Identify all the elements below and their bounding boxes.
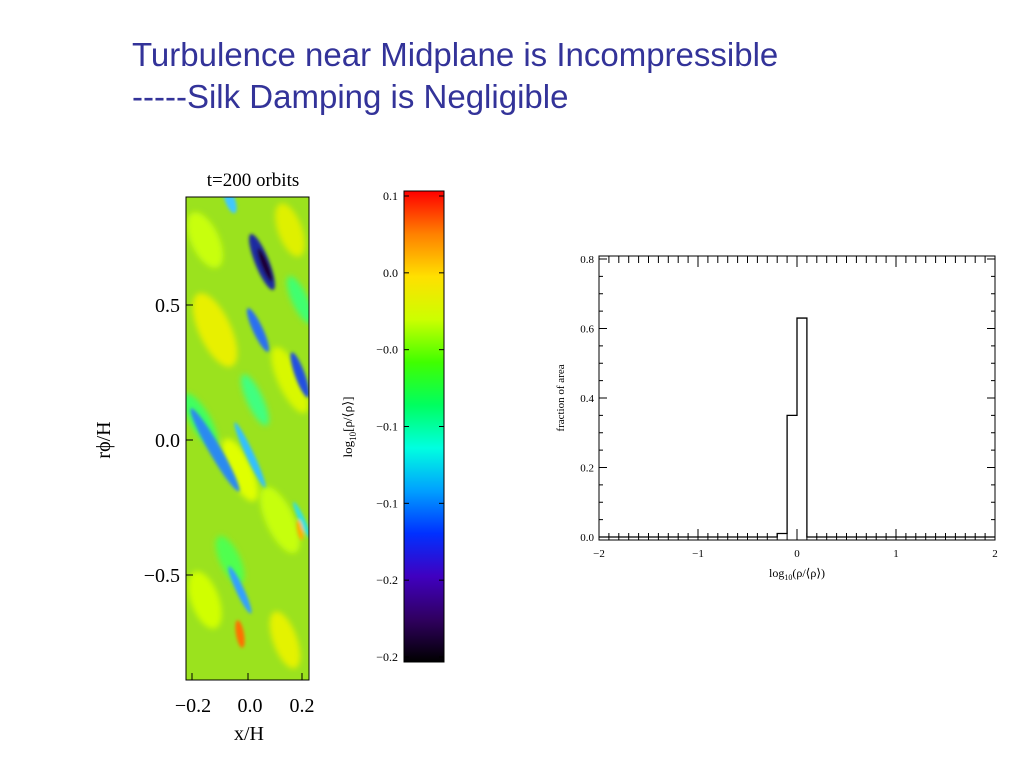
map-y-axis-label: rϕ/H — [93, 421, 115, 458]
colorbar-scale — [403, 190, 445, 663]
colorbar-tick-label: −0.0 — [376, 343, 398, 357]
colorbar-tick-label: −0.2 — [376, 650, 398, 664]
density-field-image — [186, 197, 309, 680]
map-x-axis-label: x/H — [234, 723, 264, 745]
map-y-axis: 0.5 0.0 −0.5 rϕ/H — [93, 295, 193, 587]
slide-title: Turbulence near Midplane is Incompressib… — [132, 34, 992, 118]
colorbar-ticks: 0.1 0.0 −0.0 −0.1 −0.1 −0.2 −0.2 — [376, 189, 444, 664]
map-x-tick-label: 0.2 — [290, 695, 315, 717]
map-title: t=200 orbits — [207, 170, 300, 191]
colorbar-label: log10[ρ/⟨ρ⟩] — [340, 396, 358, 457]
map-y-tick-label: −0.5 — [144, 565, 180, 587]
title-line-1: Turbulence near Midplane is Incompressib… — [132, 36, 779, 73]
map-x-tick-label: 0.0 — [238, 695, 263, 717]
colorbar-tick-label: 0.0 — [383, 266, 398, 280]
map-x-tick-label: −0.2 — [175, 695, 211, 717]
map-y-tick-label: 0.0 — [155, 430, 180, 452]
colorbar-tick-label: −0.1 — [376, 420, 398, 434]
colorbar: 0.1 0.0 −0.0 −0.1 −0.1 −0.2 −0.2 log10[ρ/⟨ρ⟩] — [340, 189, 445, 664]
map-x-axis: −0.2 0.0 0.2 x/H — [175, 673, 315, 745]
colorbar-tick-label: 0.1 — [383, 189, 398, 203]
map-y-tick-label: 0.5 — [155, 295, 180, 317]
colorbar-tick-label: −0.2 — [376, 573, 398, 587]
title-line-2: -----Silk Damping is Negligible — [132, 78, 569, 115]
colorbar-tick-label: −0.1 — [376, 496, 398, 510]
